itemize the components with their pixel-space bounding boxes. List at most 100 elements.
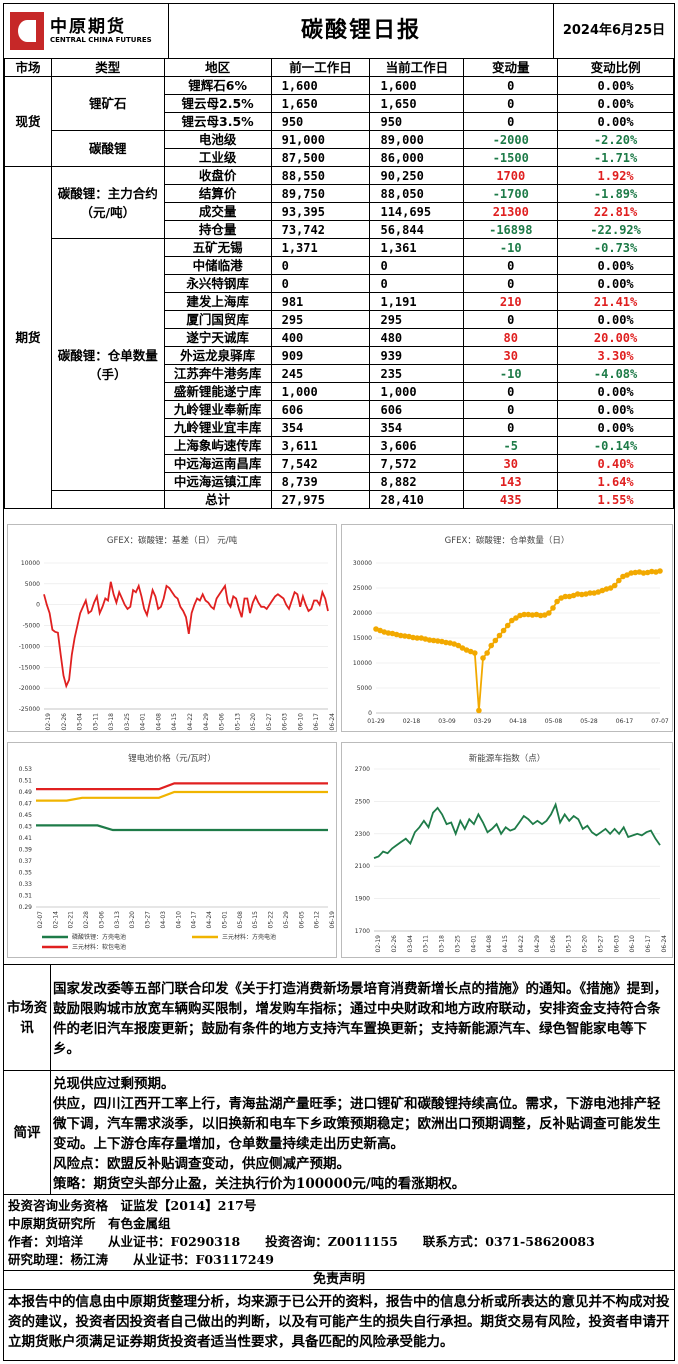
col-header: 市场	[4, 58, 52, 77]
region-cell: 九岭锂业奉新库	[163, 400, 272, 419]
y-tick-label: -20000	[19, 685, 40, 692]
x-tick-label: 05-29	[283, 911, 290, 929]
change-cell: 0	[463, 310, 559, 329]
chart-title: 锂电池价格（元/瓦时）	[128, 753, 216, 764]
prev-value-cell: 981	[270, 292, 371, 311]
prev-value-cell: 0	[270, 256, 371, 275]
legend-label: 磷酸铁锂：方壳电池	[72, 933, 126, 941]
y-tick-label: -25000	[19, 706, 40, 713]
table-row: 外运龙泉驿库 909 939 30 3.30%	[5, 346, 674, 365]
current-value-cell: 3,606	[369, 436, 465, 455]
change-cell: 30	[463, 454, 559, 473]
y-tick-label: 0.35	[19, 870, 33, 877]
change-cell: 0	[463, 256, 559, 275]
report-page: 中原期货 CENTRAL CHINA FUTURES 碳酸锂日报 2024年6月…	[3, 3, 675, 1361]
market-cell: 现货	[4, 76, 52, 167]
table-header-row: 市场 类型 地区 前一工作日 当前工作日 变动量 变动比例	[4, 58, 674, 77]
region-cell: 厦门国贸库	[163, 310, 272, 329]
current-value-cell: 295	[369, 310, 465, 329]
x-tick-label: 03-09	[438, 718, 456, 725]
prev-value-cell: 73,742	[270, 220, 371, 239]
blank-cell	[50, 490, 165, 509]
data-point	[607, 585, 614, 591]
review-line: 风险点：欧盟反补贴调查变动，供应侧减产预期。	[53, 1156, 350, 1172]
prev-value-cell: 93,395	[270, 202, 371, 221]
review-line: 策略：期货空头部分止盈，关注执行价为100000元/吨的看涨期权。	[53, 1176, 466, 1192]
change-pct-cell: 20.00%	[557, 328, 674, 347]
series-line	[36, 790, 328, 802]
x-tick-label: 05-13	[234, 713, 241, 731]
data-point	[509, 617, 515, 624]
change-pct-cell: 0.00%	[557, 76, 674, 95]
x-tick-label: 02-28	[83, 911, 90, 929]
x-tick-label: 03-29	[474, 718, 492, 725]
x-tick-label: 04-08	[486, 935, 493, 953]
x-tick-label: 02-18	[403, 718, 421, 725]
author-info: 投资咨询业务资格 证监发【2014】217号 中原期货研究所 有色金属组 作者：…	[4, 1194, 674, 1270]
region-cell: 永兴特钢库	[163, 274, 272, 293]
y-tick-label: -10000	[19, 643, 40, 650]
market-cell: 期货	[4, 166, 52, 509]
report-header: 中原期货 CENTRAL CHINA FUTURES 碳酸锂日报 2024年6月…	[4, 4, 674, 58]
disclaimer-text: 本报告中的信息由中原期货整理分析，均来源于已公开的资料，报告中的信息分析或所表达…	[8, 1294, 670, 1350]
table-row: 结算价 89,750 88,050 -1700 -1.89%	[5, 184, 674, 203]
x-tick-label: 05-15	[252, 911, 259, 929]
x-tick-label: 02-19	[45, 713, 52, 731]
prev-value-cell: 87,500	[270, 148, 371, 167]
change-cell: 0	[463, 400, 559, 419]
change-cell: 0	[463, 274, 559, 293]
prev-value-cell: 1,600	[270, 76, 371, 95]
change-pct-cell: -22.92%	[557, 220, 674, 239]
x-tick-label: 06-24	[329, 713, 336, 731]
x-tick-label: 04-03	[160, 911, 167, 929]
current-value-cell: 88,050	[369, 184, 465, 203]
change-cell: -1700	[463, 184, 559, 203]
col-header: 当前工作日	[369, 58, 465, 77]
change-cell: 0	[463, 76, 559, 95]
current-value-cell: 28,410	[369, 490, 465, 509]
chart-svg: 锂电池价格（元/瓦时） 0.53 0.51 0.49 0.47 0.45 0.43 0.41 0…	[19, 753, 336, 951]
nev-index-chart: 新能源车指数（点） 2700 2500 2300 2100 1900 1700 02-19 02…	[341, 742, 673, 958]
y-tick-label: 30000	[353, 560, 372, 567]
disclaimer-title: 免责声明	[4, 1270, 674, 1290]
change-cell: -1500	[463, 148, 559, 167]
change-pct-cell: 0.00%	[557, 382, 674, 401]
logo-cn-text: 中原期货	[50, 17, 126, 37]
x-tick-label: 05-08	[545, 718, 563, 725]
prev-value-cell: 27,975	[270, 490, 371, 509]
x-tick-label: 06-03	[613, 935, 620, 953]
prev-value-cell: 1,000	[270, 382, 371, 401]
x-tick-label: 05-27	[597, 935, 604, 953]
data-point	[525, 611, 532, 618]
current-value-cell: 8,882	[369, 472, 465, 491]
x-tick-label: 04-29	[203, 713, 210, 731]
change-pct-cell: 0.40%	[557, 454, 674, 473]
y-tick-label: 0.43	[19, 824, 33, 831]
region-cell: 中储临港	[163, 256, 272, 275]
data-point	[578, 591, 585, 598]
x-tick-label: 06-24	[661, 935, 668, 953]
x-tick-label: 03-04	[407, 935, 414, 953]
y-tick-label: 0.47	[19, 801, 33, 808]
region-cell: 工业级	[163, 148, 272, 167]
y-tick-label: 25000	[353, 585, 372, 592]
region-cell: 收盘价	[163, 166, 272, 185]
data-point	[443, 639, 449, 646]
x-tick-label: 06-05	[298, 911, 305, 929]
x-tick-label: 03-04	[77, 713, 84, 731]
col-header: 地区	[163, 58, 272, 77]
current-value-cell: 1,650	[369, 94, 465, 113]
current-value-cell: 939	[369, 346, 465, 365]
series-line	[373, 801, 661, 859]
change-pct-cell: -4.08%	[557, 364, 674, 383]
x-tick-label: 03-11	[92, 713, 99, 731]
y-tick-label: 0.51	[19, 778, 33, 785]
type-cell: 碳酸锂	[50, 130, 165, 167]
y-tick-label: -15000	[19, 664, 40, 671]
region-cell: 外运龙泉驿库	[163, 346, 272, 365]
chart-title: GFEX：碳酸锂：基差（日） 元/吨	[107, 535, 238, 546]
change-cell: 210	[463, 292, 559, 311]
series-line	[43, 581, 329, 689]
type-cell: 碳酸锂：主力合约（元/吨）	[50, 166, 165, 239]
x-tick-label: 04-22	[518, 935, 525, 953]
